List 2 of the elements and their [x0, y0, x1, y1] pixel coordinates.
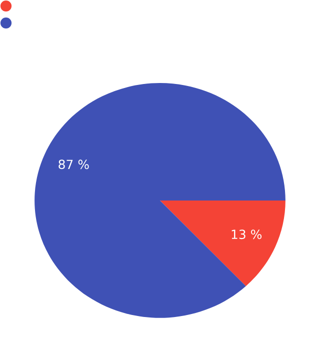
data-label: 13 %	[232, 230, 262, 240]
data-label: 87 %	[58, 160, 89, 170]
